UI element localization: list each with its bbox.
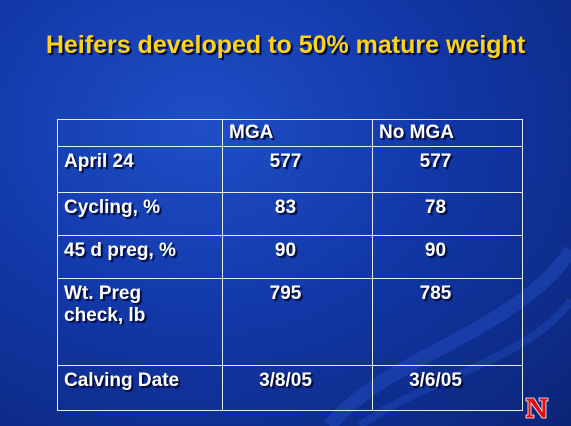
row-label: Calving Date xyxy=(64,370,180,391)
value-cell: 577 xyxy=(372,146,523,193)
value-cell: 83 xyxy=(222,192,373,236)
header-row: MGA No MGA xyxy=(57,119,523,147)
header-cell xyxy=(57,119,223,147)
value-cell: 577 xyxy=(222,146,373,193)
row-label: April 24 xyxy=(64,151,134,172)
row-label-cell: April 24 xyxy=(57,146,223,193)
row-label-cell: Cycling, % xyxy=(57,192,223,236)
table-row: 45 d preg, % 90 90 xyxy=(57,235,523,279)
slide-title: Heifers developed to 50% mature weight xyxy=(45,31,526,59)
row-label: 45 d preg, % xyxy=(64,240,176,261)
table-row: Cycling, % 83 78 xyxy=(57,192,523,236)
table-row: April 24 577 577 xyxy=(57,146,523,193)
logo xyxy=(525,397,549,419)
table-body: April 24 577 577 Cycling, % 83 78 45 d preg, %… xyxy=(57,146,523,411)
row-label: Wt. Preg check, lb xyxy=(64,283,146,326)
data-table: MGA No MGA April 24 577 577 Cycling, % 83 78 4… xyxy=(57,119,523,411)
table-row: Wt. Preg check, lb 795 785 xyxy=(57,278,523,366)
value-cell: 3/6/05 xyxy=(372,365,523,411)
row-label-cell: 45 d preg, % xyxy=(57,235,223,279)
value-cell: 795 xyxy=(222,278,373,366)
value-cell: 785 xyxy=(372,278,523,366)
header-cell: MGA xyxy=(222,119,373,147)
header-cell: No MGA xyxy=(372,119,523,147)
row-label-cell: Calving Date xyxy=(57,365,223,411)
value-cell: 90 xyxy=(372,235,523,279)
row-label: Cycling, % xyxy=(64,197,161,218)
row-label-cell: Wt. Preg check, lb xyxy=(57,278,223,366)
value-cell: 90 xyxy=(222,235,373,279)
value-cell: 3/8/05 xyxy=(222,365,373,411)
table-row: Calving Date 3/8/05 3/6/05 xyxy=(57,365,523,411)
value-cell: 78 xyxy=(372,192,523,236)
